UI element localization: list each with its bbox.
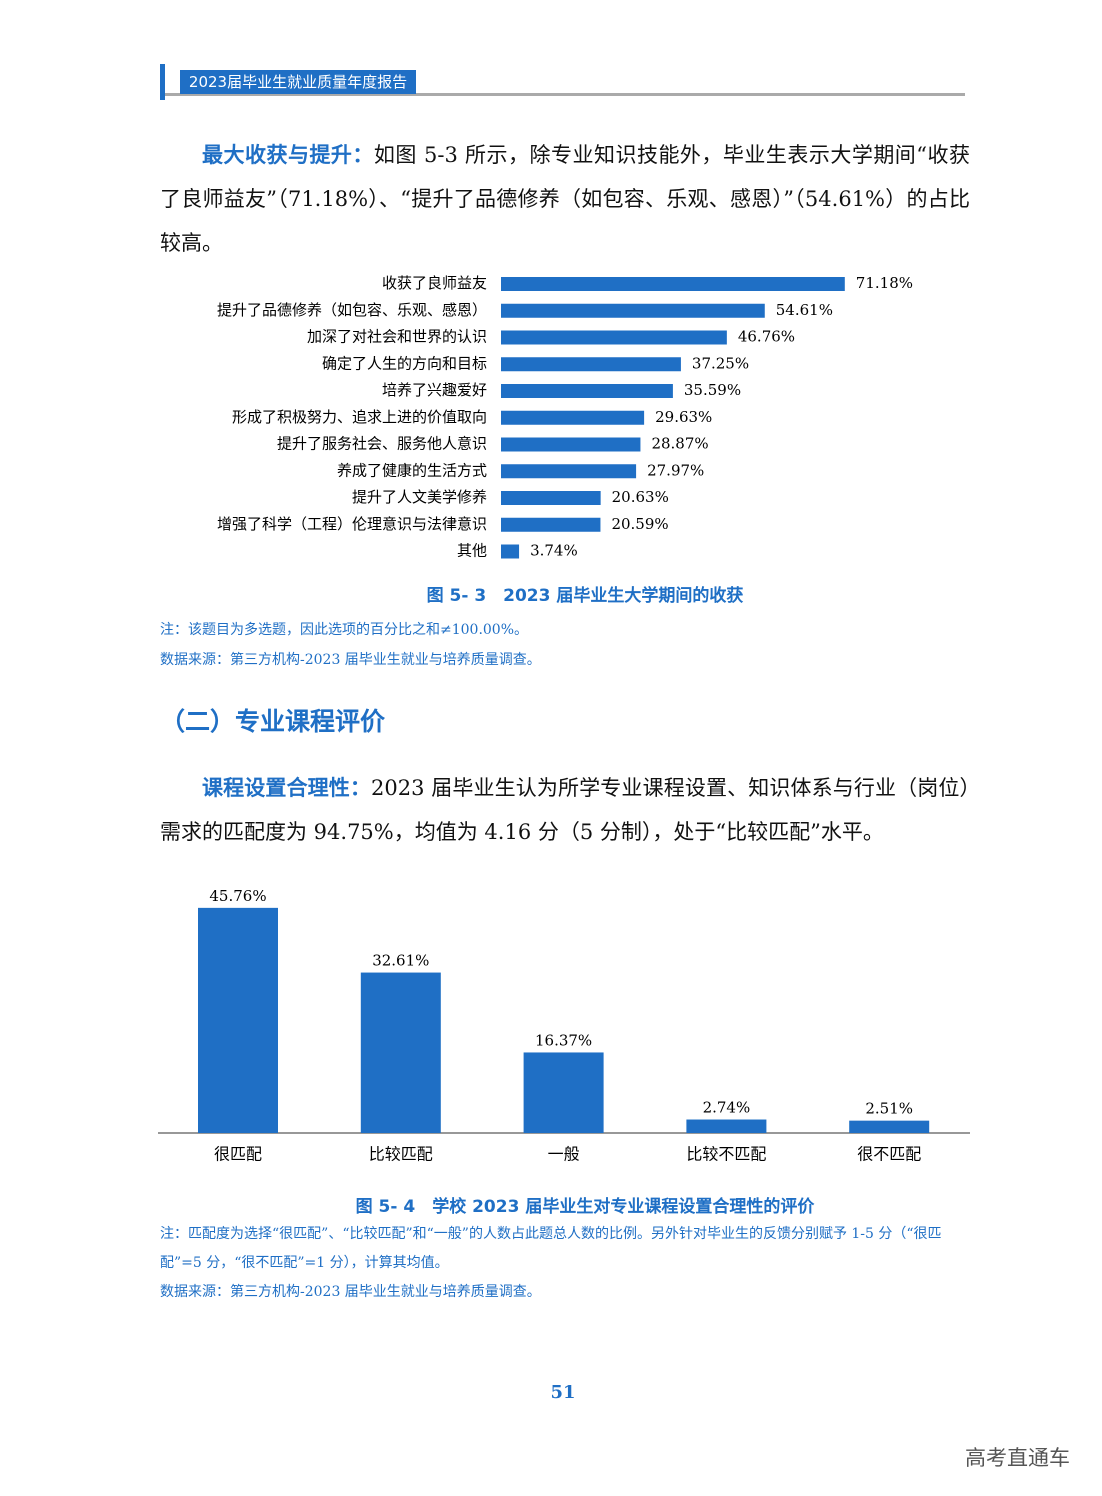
note: 数据来源：第三方机构-2023 届毕业生就业与培养质量调查。 [160,652,541,668]
category-label: 养成了健康的生活方式 [337,461,487,479]
lead: 课程设置合理性： [202,776,372,800]
value-label: 28.87% [651,435,708,453]
value-label: 3.74% [530,542,578,560]
paragraph: 最大收获与提升：如图 5-3 所示，除专业知识技能外，毕业生表示大学期间“收获了… [160,133,970,265]
bar [501,437,641,452]
watermark: 高考直通车 [965,1446,1070,1470]
bar [198,907,278,1133]
category-label: 形成了积极努力、追求上进的价值取向 [232,408,487,426]
value-label: 32.61% [372,952,429,970]
bar [501,464,637,479]
category-label: 提升了品德修养（如包容、乐观、感恩） [217,301,487,319]
note: 数据来源：第三方机构-2023 届毕业生就业与培养质量调查。 [160,1284,541,1300]
value-label: 29.63% [655,408,712,426]
bar [523,1052,604,1133]
value-label: 45.76% [209,887,266,905]
header-rule [165,93,965,96]
category-label: 提升了服务社会、服务他人意识 [277,435,487,453]
value-label: 37.25% [692,354,749,372]
header-bar [160,64,165,100]
bar [849,1120,930,1133]
category-label: 比较匹配 [369,1145,433,1164]
value-label: 20.59% [611,515,668,533]
value-label: 2.51% [865,1100,913,1118]
caption: 图 5- 3 2023 届毕业生大学期间的收获 [426,586,744,606]
category-label: 提升了人文美学修养 [352,488,487,506]
bar [501,277,845,291]
value-label: 71.18% [856,274,913,292]
bar [686,1119,767,1133]
category-label: 一般 [548,1145,580,1164]
caption: 图 5- 4 学校 2023 届毕业生对专业课程设置合理性的评价 [355,1197,815,1217]
category-label: 很不匹配 [857,1145,921,1164]
category-label: 增强了科学（工程）伦理意识与法律意识 [217,515,487,533]
bar [501,357,681,372]
bar [501,330,727,345]
text: 2023 届毕业生认为所学专业课程设置、知识体系与行业（岗位）需求的匹配度为 9… [160,776,970,844]
header-title: 2023届毕业生就业质量年度报告 [180,70,416,94]
category-label: 比较不匹配 [686,1145,766,1164]
bar [501,410,645,425]
value-label: 35.59% [684,381,741,399]
bar [501,544,520,559]
bar [501,517,601,532]
value-label: 46.76% [738,328,795,346]
paragraph: 课程设置合理性：2023 届毕业生认为所学专业课程设置、知识体系与行业（岗位）需… [160,766,970,854]
page-number: 51 [550,1382,576,1403]
bar [501,303,765,318]
section-heading: （二）专业课程评价 [160,707,386,736]
category-label: 加深了对社会和世界的认识 [307,328,487,346]
bar [501,491,601,505]
bar [360,972,441,1133]
category-label: 很匹配 [214,1145,262,1164]
note: 注：匹配度为选择“很匹配”、“比较匹配”和“一般”的人数占此题总人数的比例。另外… [160,1226,942,1271]
value-label: 27.97% [647,461,704,479]
note: 注：该题目为多选题，因此选项的百分比之和≠100.00%。 [160,622,529,638]
bar [501,384,673,398]
value-label: 20.63% [612,488,669,506]
value-label: 2.74% [703,1099,751,1117]
category-label: 培养了兴趣爱好 [382,381,487,399]
lead: 最大收获与提升： [202,143,374,167]
category-label: 收获了良师益友 [382,274,487,292]
value-label: 16.37% [535,1031,592,1049]
value-label: 54.61% [776,301,833,319]
category-label: 确定了人生的方向和目标 [322,354,487,372]
category-label: 其他 [457,542,487,560]
text: 如图 5-3 所示，除专业知识技能外，毕业生表示大学期间“收获了良师益友”（71… [160,143,971,255]
